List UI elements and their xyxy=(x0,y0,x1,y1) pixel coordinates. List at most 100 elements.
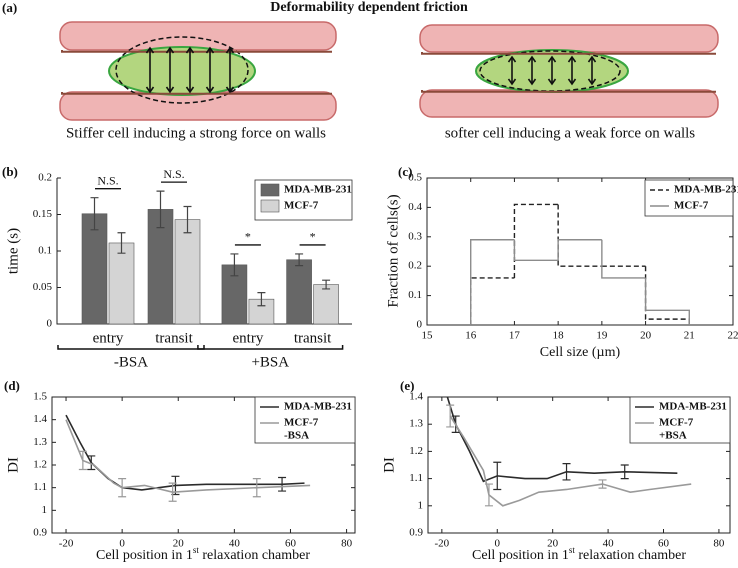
histogram-step xyxy=(557,239,602,261)
histogram-step xyxy=(513,239,559,262)
wall xyxy=(419,24,719,53)
x-tick-label: 40 xyxy=(603,538,615,550)
significance-label: * xyxy=(310,230,316,244)
x-tick-label: 0 xyxy=(119,538,125,550)
error-bar xyxy=(484,483,493,507)
significance-label: N.S. xyxy=(163,167,184,181)
histogram-step xyxy=(644,266,690,325)
x-axis-label-part: Cell position in 1 xyxy=(472,548,569,563)
error-bar xyxy=(252,478,261,498)
wall-texture xyxy=(61,50,332,53)
y-tick-label: 1.1 xyxy=(409,472,423,484)
y-tick-label: 0.2 xyxy=(408,260,422,272)
figure-title: Deformability dependent friction xyxy=(270,0,468,15)
histogram-step xyxy=(557,204,602,267)
error-bar xyxy=(598,479,607,489)
legend-swatch xyxy=(260,199,280,213)
wall xyxy=(59,21,337,51)
x-tick-label: 21 xyxy=(684,330,695,342)
y-tick-label: 1.4 xyxy=(33,413,47,425)
arrow-head xyxy=(587,78,597,86)
x-axis-label: Cell size (µm) xyxy=(540,345,621,360)
arrow-head xyxy=(567,78,577,86)
x-tick-label: 40 xyxy=(229,538,241,550)
error-bar xyxy=(562,463,571,481)
wall-texture xyxy=(61,92,332,95)
arrow-head xyxy=(547,78,557,86)
y-tick-label: 0.05 xyxy=(33,281,53,293)
friction-diagram xyxy=(59,21,719,121)
legend-swatch xyxy=(260,183,280,197)
y-tick-label: 1.5 xyxy=(33,391,47,403)
error-bar xyxy=(183,205,192,234)
x-tick-label: 80 xyxy=(341,538,353,550)
series-line xyxy=(446,396,678,483)
error-bar xyxy=(295,253,304,267)
arrow-head xyxy=(507,55,517,63)
x-axis-label-sup: st xyxy=(569,545,576,555)
x-axis-label-sup: st xyxy=(193,545,200,555)
y-tick-label: 0.5 xyxy=(408,172,422,184)
histogram-step xyxy=(601,239,646,279)
legend-box xyxy=(644,179,734,217)
error-bar xyxy=(168,482,177,502)
axis-box xyxy=(426,177,734,326)
group-label: -BSA xyxy=(114,354,148,370)
x-axis-label-part: Cell size (µm) xyxy=(540,345,621,360)
error-bar xyxy=(493,461,502,491)
x-tick-label: transit xyxy=(155,330,193,346)
error-bar xyxy=(118,478,127,498)
panel-label: (b) xyxy=(2,164,18,179)
x-tick-label: 60 xyxy=(658,538,670,550)
histogram-step xyxy=(470,277,515,325)
y-tick-label: 0.2 xyxy=(38,172,52,184)
error-bar xyxy=(620,464,629,480)
series-line xyxy=(449,415,692,507)
series-line xyxy=(65,419,311,494)
cell-outline xyxy=(115,36,249,104)
bar xyxy=(313,284,339,325)
histogram-step xyxy=(644,277,690,325)
wall-texture xyxy=(421,90,716,93)
legend-label: MCF-7 xyxy=(284,417,319,429)
y-tick-label: 1.4 xyxy=(409,391,423,403)
x-tick-label: 17 xyxy=(509,330,521,342)
significance-label: N.S. xyxy=(97,173,118,187)
caption: softer cell inducing a weak force on wal… xyxy=(445,125,695,141)
x-tick-label: 20 xyxy=(640,330,652,342)
x-tick-label: -20 xyxy=(59,538,74,550)
arrow-head xyxy=(185,86,195,94)
legend-label: MCF-7 xyxy=(284,200,319,212)
error-bar xyxy=(87,455,96,471)
group-bracket xyxy=(57,345,205,350)
x-tick-label: 19 xyxy=(596,330,608,342)
error-bar xyxy=(90,197,99,231)
x-tick-label: 0 xyxy=(495,538,501,550)
legend-label: MDA-MB-231 xyxy=(284,184,352,196)
y-tick-label: 1 xyxy=(42,504,48,516)
arrow-head xyxy=(165,86,175,94)
y-tick-label: 1.2 xyxy=(33,459,47,471)
arrow-head xyxy=(225,86,235,94)
x-tick-label: 80 xyxy=(713,538,725,550)
error-bar xyxy=(278,476,287,492)
arrow-head xyxy=(225,46,235,54)
y-tick-label: 1.3 xyxy=(33,436,47,448)
x-tick-label: 15 xyxy=(422,330,434,342)
error-bar xyxy=(78,450,87,471)
y-tick-label: 0.9 xyxy=(33,527,47,539)
x-tick-label: 20 xyxy=(173,538,185,550)
arrow-head xyxy=(165,46,175,54)
x-axis-label-part: Cell position in 1 xyxy=(96,548,193,563)
x-tick-label: 60 xyxy=(285,538,297,550)
error-bar xyxy=(117,232,126,254)
error-bar xyxy=(446,404,455,428)
arrow-head xyxy=(507,78,517,86)
panel-label: (d) xyxy=(4,378,20,393)
x-tick-label: entry xyxy=(233,330,264,346)
wall xyxy=(59,91,337,121)
group-bracket xyxy=(197,345,344,350)
bar xyxy=(174,219,201,325)
caption: Stiffer cell inducing a strong force on … xyxy=(66,125,326,141)
arrow-head xyxy=(205,86,215,94)
